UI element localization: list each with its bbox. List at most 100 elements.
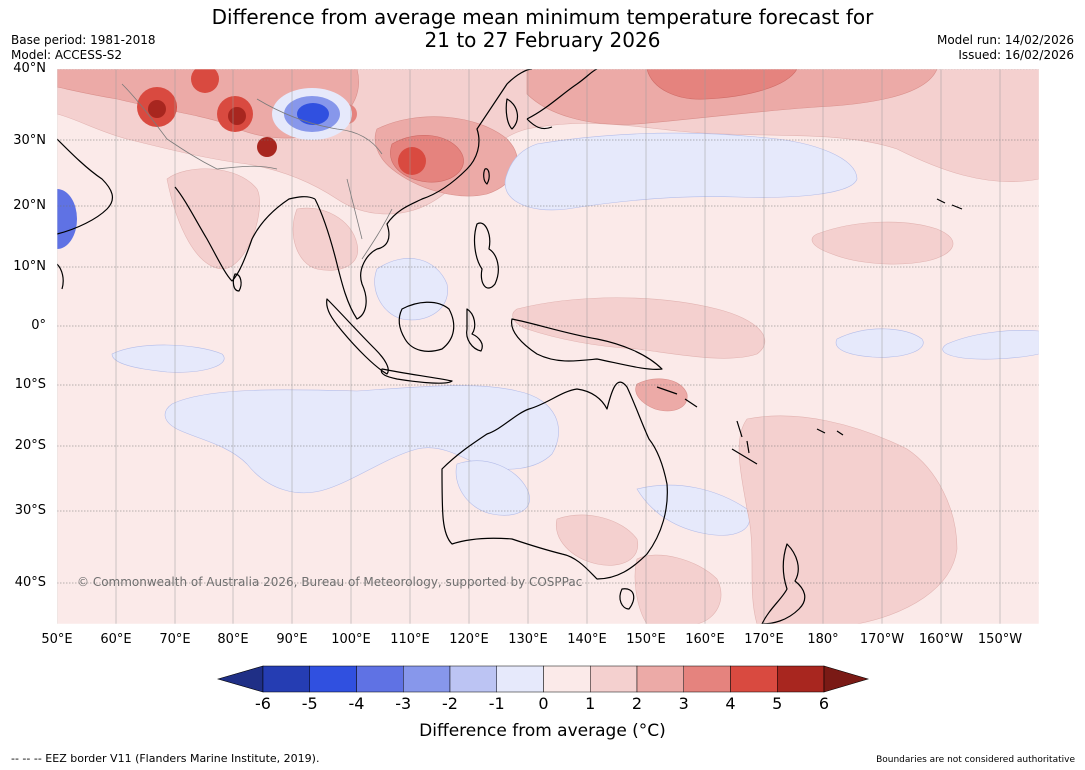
lon-label-90e: 90°E [276,632,308,647]
lon-label-170e: 170°E [744,632,784,647]
lon-label-130e: 130°E [508,632,548,647]
colorbar-tick-label: -2 [442,694,458,713]
anomaly-region-central-pacific-warm [811,221,954,265]
meridians [57,69,1001,624]
anomaly-region-coral-sea [635,378,688,412]
anomaly-map [57,69,1039,624]
colorbar-segment [449,665,497,693]
anomaly-region-central-australia [455,460,530,516]
colorbar-tick-label: -5 [301,694,318,713]
anomaly-region-far-east-pacific-cool [942,330,1039,360]
lon-label-100e: 100°E [331,632,371,647]
anomaly-region-indochina [292,207,359,271]
coastline-philippines [473,222,499,289]
anomaly-region-south-pacific-warm [738,415,958,624]
lat-label-10s: 10°S [14,377,46,392]
anomaly-region-great-australian-bight [555,514,639,566]
colorbar-label: Difference from average (°C) [419,721,666,741]
lat-label-40s: 40°S [14,575,46,590]
hotspot-china [398,147,426,175]
coastline-southeast-asia [314,69,533,320]
anomaly-region-west-pacific-warm [512,297,766,359]
lat-label-40n: 40°N [13,61,46,76]
coastline-taiwan [483,168,490,185]
colorbar-tick-label: 4 [725,694,736,713]
anomaly-region-tasman [634,554,722,624]
colorbar-tick-label: 1 [585,694,596,713]
lon-label-180: 180° [807,632,839,647]
lon-label-160w: 160°W [918,632,964,647]
colorbar-segment [262,665,310,693]
lat-label-20s: 20°S [14,438,46,453]
colorbar-tick-label: 0 [538,694,549,713]
meta-right: Model run: 14/02/2026 Issued: 16/02/2026 [937,33,1074,63]
coastline-borneo [398,301,455,352]
coastline-india [174,186,316,282]
coldspot-arabia [57,189,77,249]
coastline-sulawesi [466,308,483,352]
lat-label-10n: 10°N [13,259,46,274]
colorbar-segment [309,665,357,693]
colorbar-extend-low [216,665,264,693]
coastline-arabia [57,138,114,235]
coastlines [57,69,963,624]
coastline-sumatra [326,298,389,375]
coastline-korea [505,98,519,130]
coldspot-tibet-core [297,103,329,125]
lon-label-150e: 150°E [626,632,666,647]
copyright-notice: © Commonwealth of Australia 2026, Bureau… [77,575,583,589]
hotspot-afghanistan-core [148,100,166,118]
model-run: Model run: 14/02/2026 [936,33,1074,47]
colorbar-segment [683,665,731,693]
lon-label-150w: 150°W [977,632,1023,647]
lon-label-170w: 170°W [859,632,905,647]
anomaly-region-south-pacific-cool [835,328,924,358]
coastline-sri-lanka [232,273,242,292]
colorbar-segment [777,665,825,693]
meta-left: Base period: 1981-2018 Model: ACCESS-S2 [11,33,156,63]
lon-label-50e: 50°E [41,632,73,647]
colorbar-segment [543,665,591,693]
anomaly-region-northeast-strong [646,69,798,100]
country-borders [121,83,393,260]
lon-label-110e: 110°E [390,632,430,647]
lon-label-60e: 60°E [100,632,132,647]
coastline-australia [441,381,668,580]
hotspot-himalaya [257,137,277,157]
hotspot-central-asia [191,69,219,93]
eez-note: -- -- -- EEZ border V11 (Flanders Marine… [11,752,320,765]
lon-label-160e: 160°E [685,632,725,647]
colorbar-tick-label: 3 [678,694,689,713]
coastline-java [380,368,453,384]
colorbar-tick-label: -1 [488,694,505,713]
anomaly-region-india-south [166,168,260,270]
lon-label-80e: 80°E [217,632,249,647]
coastline-new-zealand [761,543,806,624]
coastline-new-guinea [510,318,663,370]
colorbar-tick-label: -6 [255,694,271,713]
colorbar-extend-high [823,665,870,693]
colorbar-segment [730,665,778,693]
colorbar-tick-label: 6 [818,694,830,713]
coastline-japan [526,69,598,130]
anomaly-region-east-australia [636,484,750,536]
coastline-fiji [816,428,844,436]
colorbar-segment [403,665,451,693]
lat-label-30s: 30°S [14,503,46,518]
lon-label-140e: 140°E [567,632,607,647]
anomaly-region-south-china-sea [374,258,448,321]
anomaly-region-bay-of-bengal [111,344,225,373]
lat-label-equator: 0° [31,318,46,333]
model-name: Model: ACCESS-S2 [11,48,123,62]
coastline-oman [57,263,64,290]
colorbar-tick-label: -4 [348,694,365,713]
lon-label-120e: 120°E [449,632,489,647]
lat-label-20n: 20°N [13,198,46,213]
colorbar-tick-label: -3 [395,694,412,713]
coastline-tasmania [619,588,635,610]
colorbar-tick-label: 5 [772,694,783,713]
coastline-vanuatu [736,420,750,454]
lon-label-70e: 70°E [159,632,191,647]
base-period: Base period: 1981-2018 [11,33,156,47]
colorbar-segment [636,665,684,693]
